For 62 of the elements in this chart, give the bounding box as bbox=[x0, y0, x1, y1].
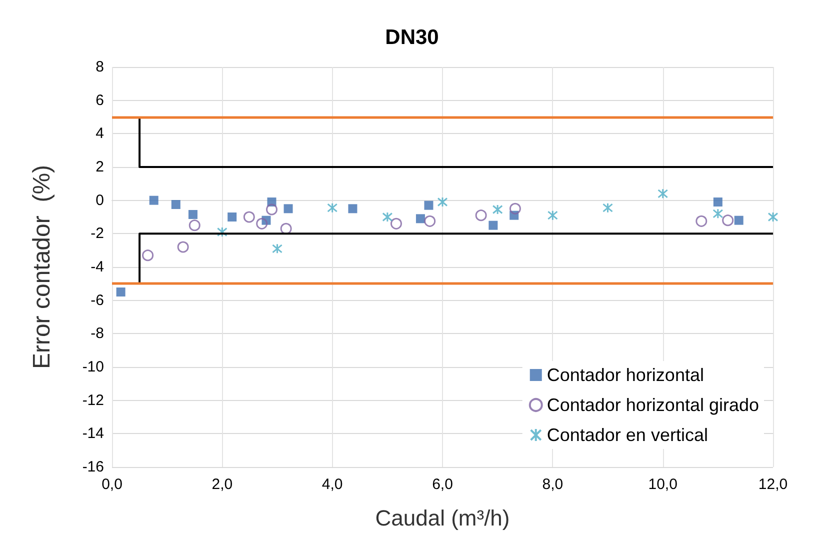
point bbox=[424, 215, 436, 227]
point bbox=[696, 215, 708, 227]
chart-title: DN30 bbox=[385, 26, 439, 49]
point bbox=[327, 202, 338, 214]
point bbox=[509, 202, 521, 214]
point bbox=[171, 200, 180, 209]
point bbox=[142, 250, 154, 262]
x-tick-label: 6,0 bbox=[432, 476, 453, 493]
y-tick-label: 8 bbox=[96, 58, 104, 76]
point bbox=[416, 214, 425, 224]
point bbox=[228, 212, 237, 222]
point bbox=[266, 204, 278, 216]
y-tick-label: 6 bbox=[96, 92, 104, 109]
legend-label: Contador horizontal bbox=[546, 365, 704, 385]
point bbox=[243, 211, 255, 223]
point bbox=[488, 220, 498, 230]
point bbox=[712, 208, 724, 219]
x-tick-label: 10,0 bbox=[648, 476, 678, 493]
y-tick-label: -14 bbox=[82, 425, 104, 442]
point bbox=[658, 188, 668, 199]
y-tick-label: -4 bbox=[90, 258, 104, 276]
point bbox=[284, 204, 293, 214]
point bbox=[547, 210, 558, 221]
legend-label: Contador horizontal girado bbox=[546, 395, 760, 415]
y-tick-label: -8 bbox=[90, 325, 104, 342]
point bbox=[437, 196, 448, 208]
point bbox=[734, 216, 744, 225]
point bbox=[382, 212, 393, 222]
point bbox=[116, 288, 126, 296]
y-tick-label: -2 bbox=[90, 225, 104, 242]
y-tick-label: 0 bbox=[96, 192, 104, 209]
x-axis-title: Caudal (m³/h) bbox=[375, 506, 510, 530]
point bbox=[188, 220, 200, 232]
point bbox=[149, 196, 158, 205]
point bbox=[348, 204, 358, 214]
y-tick-label: 4 bbox=[96, 125, 104, 142]
point bbox=[602, 202, 613, 214]
point bbox=[492, 204, 503, 215]
point bbox=[272, 243, 282, 254]
x-tick-label: 12,0 bbox=[758, 476, 788, 493]
point bbox=[390, 218, 402, 230]
point bbox=[280, 222, 292, 234]
point bbox=[177, 241, 189, 253]
x-tick-label: 0,0 bbox=[102, 476, 122, 493]
point bbox=[188, 210, 198, 219]
y-axis-title: Error contador (%) bbox=[28, 164, 56, 370]
point bbox=[256, 218, 268, 230]
y-tick-label: -12 bbox=[82, 392, 104, 409]
x-tick-label: 8,0 bbox=[542, 476, 564, 493]
point bbox=[475, 210, 487, 222]
point bbox=[768, 212, 778, 222]
y-tick-label: -6 bbox=[90, 292, 104, 309]
legend-label: Contador en vertical bbox=[546, 425, 708, 445]
point bbox=[713, 198, 722, 206]
point bbox=[424, 200, 434, 210]
y-tick-label: -10 bbox=[82, 358, 104, 376]
y-tick-label: -16 bbox=[82, 458, 104, 476]
y-tick-label: 2 bbox=[96, 158, 104, 176]
x-tick-label: 2,0 bbox=[212, 476, 233, 493]
point bbox=[722, 214, 734, 226]
point bbox=[216, 226, 228, 238]
x-tick-label: 4,0 bbox=[322, 476, 343, 493]
